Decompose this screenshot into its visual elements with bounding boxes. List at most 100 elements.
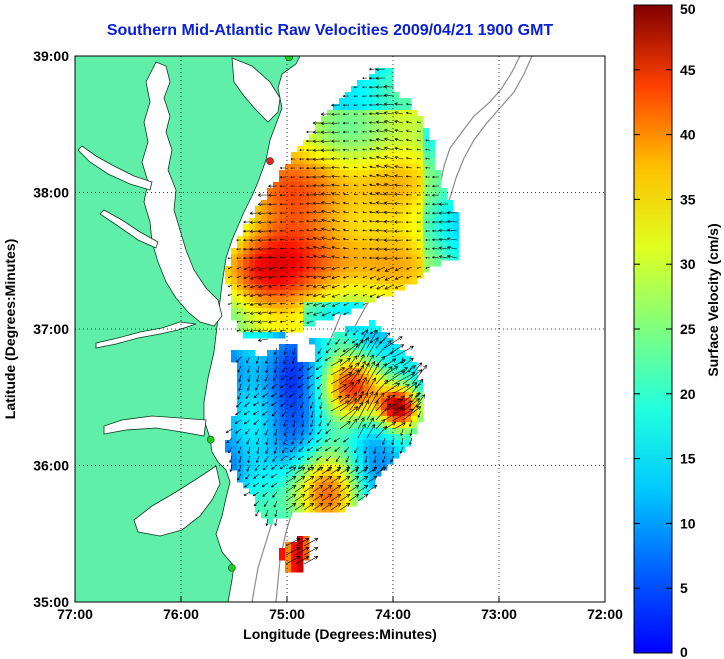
- velocity-arrow: [362, 247, 368, 250]
- velocity-cell: [387, 176, 394, 183]
- velocity-arrow: [299, 203, 305, 205]
- velocity-cell: [321, 224, 328, 231]
- velocity-cell: [267, 230, 274, 237]
- velocity-cell: [267, 416, 274, 423]
- velocity-arrow: [383, 102, 395, 107]
- velocity-cell: [393, 422, 400, 429]
- velocity-arrow: [257, 220, 269, 225]
- velocity-cell: [381, 74, 388, 81]
- velocity-arrow: [343, 266, 350, 270]
- velocity-arrow: [306, 139, 314, 143]
- velocity-arrow: [400, 356, 404, 364]
- velocity-cell: [369, 260, 376, 267]
- velocity-arrow: [353, 157, 359, 160]
- velocity-cell: [357, 266, 364, 273]
- velocity-cell: [327, 380, 334, 387]
- velocity-cell: [291, 236, 298, 243]
- velocity-arrow: [299, 302, 305, 305]
- velocity-cell: [297, 170, 304, 177]
- velocity-arrow: [273, 419, 278, 427]
- velocity-cell: [429, 182, 436, 189]
- velocity-cell: [327, 302, 334, 309]
- velocity-arrow: [369, 103, 377, 107]
- velocity-cell: [381, 332, 388, 339]
- velocity-arrow: [382, 446, 386, 454]
- velocity-arrow: [285, 493, 297, 502]
- velocity-cell: [399, 104, 406, 111]
- velocity-cell: [291, 254, 298, 261]
- velocity-cell: [339, 380, 346, 387]
- velocity-arrow: [375, 173, 386, 178]
- velocity-cell: [375, 80, 382, 87]
- velocity-arrow: [235, 428, 242, 434]
- velocity-cell: [261, 212, 268, 219]
- velocity-cell: [249, 350, 256, 357]
- velocity-cell: [321, 212, 328, 219]
- velocity-cell: [309, 386, 316, 393]
- velocity-cell: [255, 476, 262, 483]
- velocity-cell: [291, 374, 298, 381]
- velocity-cell: [369, 446, 376, 453]
- velocity-arrow: [369, 112, 377, 116]
- velocity-arrow: [384, 284, 395, 290]
- velocity-cell: [357, 128, 364, 135]
- velocity-cell: [345, 338, 352, 345]
- velocity-cell: [405, 206, 412, 213]
- velocity-cell: [249, 386, 256, 393]
- velocity-cell: [267, 374, 274, 381]
- velocity-arrow: [384, 399, 403, 412]
- velocity-cell: [255, 488, 262, 495]
- velocity-cell: [249, 398, 256, 405]
- velocity-arrow: [343, 219, 350, 223]
- velocity-arrow: [362, 77, 368, 80]
- velocity-cell: [375, 386, 382, 393]
- velocity-cell: [369, 176, 376, 183]
- velocity-arrow: [303, 493, 315, 502]
- velocity-cell: [327, 308, 334, 315]
- velocity-cell: [309, 206, 316, 213]
- velocity-cell: [309, 446, 316, 453]
- velocity-cell: [225, 266, 232, 273]
- velocity-arrow: [331, 311, 341, 316]
- velocity-cell: [237, 350, 244, 357]
- velocity-cell: [225, 278, 232, 285]
- velocity-arrow: [247, 365, 251, 373]
- velocity-arrow: [383, 210, 395, 215]
- velocity-cell: [345, 104, 352, 111]
- velocity-cell: [303, 188, 310, 195]
- velocity-cell: [369, 410, 376, 417]
- velocity-arrow: [294, 484, 306, 493]
- velocity-arrow: [303, 538, 319, 547]
- velocity-cell: [399, 158, 406, 165]
- velocity-cell: [387, 266, 394, 273]
- velocity-cell: [327, 206, 334, 213]
- velocity-cell: [387, 290, 394, 297]
- velocity-arrow: [416, 130, 422, 133]
- velocity-cell: [297, 206, 304, 213]
- velocity-cell: [321, 440, 328, 447]
- velocity-arrow: [369, 275, 377, 280]
- velocity-cell: [363, 470, 370, 477]
- velocity-cell: [369, 470, 376, 477]
- velocity-cell: [411, 116, 418, 123]
- velocity-cell: [333, 482, 340, 489]
- velocity-arrow: [393, 400, 413, 412]
- velocity-arrow: [402, 406, 422, 421]
- velocity-arrow: [285, 466, 297, 475]
- velocity-cell: [351, 212, 358, 219]
- velocity-arrow: [228, 446, 233, 454]
- velocity-cell: [333, 392, 340, 399]
- velocity-cell: [393, 260, 400, 267]
- velocity-arrow: [357, 493, 369, 502]
- velocity-cell: [357, 296, 364, 303]
- velocity-arrow: [321, 275, 332, 280]
- velocity-cell: [417, 260, 424, 267]
- velocity-cell: [441, 200, 448, 207]
- velocity-cell: [231, 266, 238, 273]
- velocity-arrow: [243, 419, 251, 425]
- velocity-arrow: [362, 229, 368, 232]
- velocity-cell: [261, 314, 268, 321]
- velocity-cell: [441, 230, 448, 237]
- velocity-arrow: [249, 311, 260, 315]
- velocity-cell: [441, 206, 448, 213]
